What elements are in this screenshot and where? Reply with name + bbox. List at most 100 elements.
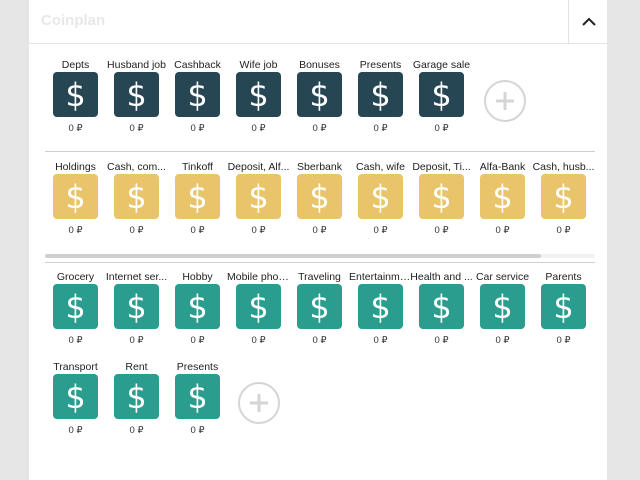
dollar-sign-icon: $ (175, 284, 220, 329)
tile-amount: 0 ₽ (129, 225, 144, 236)
tile-amount: 0 ₽ (190, 425, 205, 436)
dollar-sign-icon: $ (114, 374, 159, 419)
expense-tile[interactable]: Grocery $ 0 ₽ (45, 271, 106, 361)
tile-amount: 0 ₽ (129, 123, 144, 134)
income-tile[interactable]: Cashback $ 0 ₽ (167, 59, 228, 149)
income-tile[interactable]: Bonuses $ 0 ₽ (289, 59, 350, 149)
income-tile[interactable]: Depts $ 0 ₽ (45, 59, 106, 149)
dollar-sign-icon: $ (541, 174, 586, 219)
dollar-sign-icon: $ (236, 284, 281, 329)
tile-label: Sberbank (297, 161, 342, 173)
dollar-sign-icon: $ (297, 72, 342, 117)
accounts-section: Holdings $ 0 ₽ Cash, com... $ 0 ₽ Tinkof… (29, 161, 607, 251)
tile-amount: 0 ₽ (434, 123, 449, 134)
expense-tile[interactable]: Presents $ 0 ₽ (167, 361, 228, 451)
expense-tile[interactable]: Parents $ 0 ₽ (533, 271, 594, 361)
tile-amount: 0 ₽ (190, 335, 205, 346)
income-tile[interactable]: Wife job $ 0 ₽ (228, 59, 289, 149)
account-tile[interactable]: Holdings $ 0 ₽ (45, 161, 106, 251)
dollar-sign-icon: $ (419, 284, 464, 329)
tile-label: Garage sale (412, 59, 471, 71)
account-tile[interactable]: Tinkoff $ 0 ₽ (167, 161, 228, 251)
section-divider (45, 151, 595, 152)
tile-amount: 0 ₽ (373, 225, 388, 236)
expense-tile[interactable]: Entertainment $ 0 ₽ (349, 271, 412, 361)
tile-label: Depts (61, 59, 90, 71)
expense-tile[interactable]: Rent $ 0 ₽ (106, 361, 167, 451)
tile-amount: 0 ₽ (312, 225, 327, 236)
tile-amount: 0 ₽ (190, 123, 205, 134)
tile-amount: 0 ₽ (129, 425, 144, 436)
tile-label: Presents (176, 361, 219, 373)
tile-amount: 0 ₽ (434, 335, 449, 346)
tile-label: Presents (359, 59, 402, 71)
dollar-sign-icon: $ (53, 72, 98, 117)
tile-amount: 0 ₽ (556, 225, 571, 236)
accounts-scrollbar[interactable] (45, 254, 595, 258)
tile-amount: 0 ₽ (190, 225, 205, 236)
expense-tile[interactable]: Hobby $ 0 ₽ (167, 271, 228, 361)
panel-header: Coinplan (29, 0, 607, 44)
tile-amount: 0 ₽ (312, 335, 327, 346)
dollar-sign-icon: $ (53, 374, 98, 419)
tile-label: Cash, husb... (532, 161, 595, 173)
tile-amount: 0 ₽ (251, 123, 266, 134)
tile-label: Tinkoff (182, 161, 213, 173)
income-tile[interactable]: Husband job $ 0 ₽ (106, 59, 167, 149)
expense-tile[interactable]: Mobile phone $ 0 ₽ (227, 271, 290, 361)
account-tile[interactable]: Cash, husb... $ 0 ₽ (532, 161, 595, 251)
tile-label: Hobby (182, 271, 213, 283)
tile-amount: 0 ₽ (129, 335, 144, 346)
plus-icon (496, 92, 514, 110)
tile-amount: 0 ₽ (68, 123, 83, 134)
account-tile[interactable]: Deposit, Alf... $ 0 ₽ (227, 161, 290, 251)
tile-amount: 0 ₽ (495, 335, 510, 346)
scrollbar-thumb[interactable] (45, 254, 541, 258)
tile-label: Deposit, Alf... (227, 161, 290, 173)
tile-label: Husband job (107, 59, 166, 71)
tile-amount: 0 ₽ (312, 123, 327, 134)
tile-label: Rent (125, 361, 148, 373)
add-expense-button[interactable] (238, 382, 280, 424)
account-tile[interactable]: Deposit, Ti... $ 0 ₽ (411, 161, 472, 251)
income-tile[interactable]: Garage sale $ 0 ₽ (411, 59, 472, 149)
tile-label: Cashback (174, 59, 221, 71)
dollar-sign-icon: $ (175, 174, 220, 219)
expense-tile[interactable]: Transport $ 0 ₽ (45, 361, 106, 451)
income-tile[interactable]: Presents $ 0 ₽ (350, 59, 411, 149)
add-income-button[interactable] (484, 80, 526, 122)
dollar-sign-icon: $ (419, 174, 464, 219)
dollar-sign-icon: $ (541, 284, 586, 329)
tile-amount: 0 ₽ (68, 225, 83, 236)
account-tile[interactable]: Cash, com... $ 0 ₽ (106, 161, 167, 251)
tile-label: Transport (53, 361, 98, 373)
tile-label: Entertainment (349, 271, 412, 283)
dollar-sign-icon: $ (480, 284, 525, 329)
tile-label: Parents (545, 271, 582, 283)
expenses-section: Grocery $ 0 ₽ Internet ser... $ 0 ₽ Hobb… (29, 271, 607, 451)
dollar-sign-icon: $ (175, 72, 220, 117)
account-tile[interactable]: Sberbank $ 0 ₽ (289, 161, 350, 251)
dollar-sign-icon: $ (480, 174, 525, 219)
tile-label: Mobile phone (227, 271, 290, 283)
tile-amount: 0 ₽ (251, 225, 266, 236)
account-tile[interactable]: Cash, wife $ 0 ₽ (350, 161, 411, 251)
tile-amount: 0 ₽ (68, 335, 83, 346)
dollar-sign-icon: $ (297, 174, 342, 219)
expense-tile[interactable]: Health and ... $ 0 ₽ (410, 271, 472, 361)
expense-tile[interactable]: Car service $ 0 ₽ (472, 271, 533, 361)
chevron-up-icon (581, 17, 596, 26)
tile-amount: 0 ₽ (556, 335, 571, 346)
collapse-button[interactable] (568, 0, 607, 43)
expense-tile[interactable]: Traveling $ 0 ₽ (289, 271, 350, 361)
tile-label: Holdings (55, 161, 96, 173)
tile-label: Internet ser... (105, 271, 168, 283)
account-tile[interactable]: Alfa-Bank $ 0 ₽ (472, 161, 533, 251)
dollar-sign-icon: $ (358, 72, 403, 117)
tile-amount: 0 ₽ (434, 225, 449, 236)
expense-tile[interactable]: Internet ser... $ 0 ₽ (106, 271, 167, 361)
section-divider (45, 262, 595, 263)
dollar-sign-icon: $ (297, 284, 342, 329)
dollar-sign-icon: $ (175, 374, 220, 419)
dollar-sign-icon: $ (53, 174, 98, 219)
